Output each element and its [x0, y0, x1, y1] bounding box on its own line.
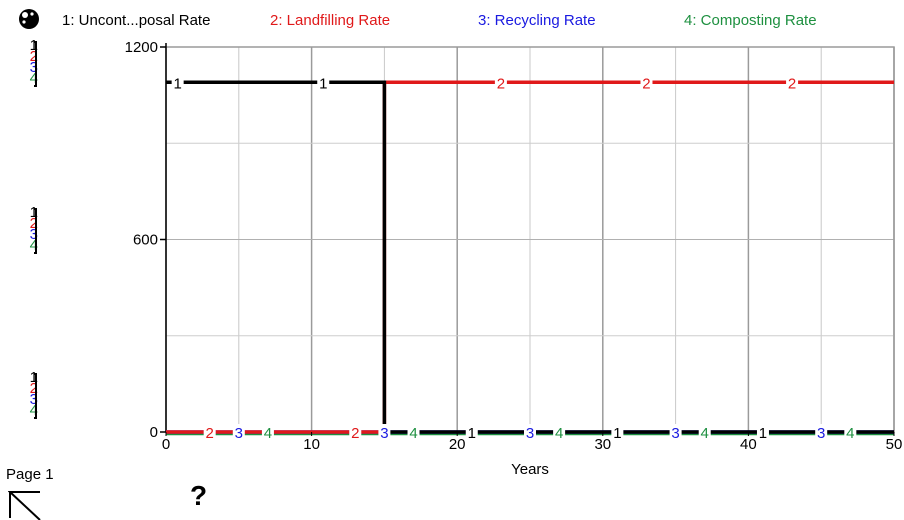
scale-key-2: 2	[29, 48, 38, 65]
legend-label-1: 1: Uncont...posal Rate	[62, 12, 211, 29]
help-icon[interactable]: ?	[190, 480, 208, 511]
legend-item-1[interactable]: 1: Uncont...posal Rate	[62, 12, 210, 29]
scale-key-2: 2	[29, 380, 38, 397]
legend-item-3[interactable]: 3: Recycling Rate	[478, 12, 596, 29]
legend-item-4[interactable]: 4: Composting Rate	[684, 12, 817, 29]
legend-label-4: 4: Composting Rate	[684, 12, 817, 29]
scale-key-3: 3	[29, 59, 38, 76]
scale-key-3: 3	[29, 391, 38, 408]
page-turn-corner-icon[interactable]	[8, 490, 42, 520]
legend-item-2[interactable]: 2: Landfilling Rate	[270, 12, 390, 29]
scale-key-3: 3	[29, 226, 38, 243]
legend-label-3: 3: Recycling Rate	[478, 12, 596, 29]
scale-key-bottom: 1 2 3 4	[18, 369, 38, 419]
scale-key-1: 1	[29, 37, 38, 54]
scale-key-middle: 1 2 3 4	[18, 204, 38, 254]
scale-key-4: 4	[29, 70, 38, 87]
scale-key-1: 1	[29, 204, 38, 221]
graph-pad-ball-icon[interactable]	[16, 6, 42, 32]
legend-label-2: 2: Landfilling Rate	[270, 12, 391, 29]
scale-key-top: 1 2 3 4	[18, 37, 38, 87]
scale-key-1: 1	[29, 369, 38, 386]
scale-key-2: 2	[29, 215, 38, 232]
page-label: Page 1	[6, 466, 54, 483]
scale-key-4: 4	[29, 237, 38, 254]
scale-key-4: 4	[29, 402, 38, 419]
